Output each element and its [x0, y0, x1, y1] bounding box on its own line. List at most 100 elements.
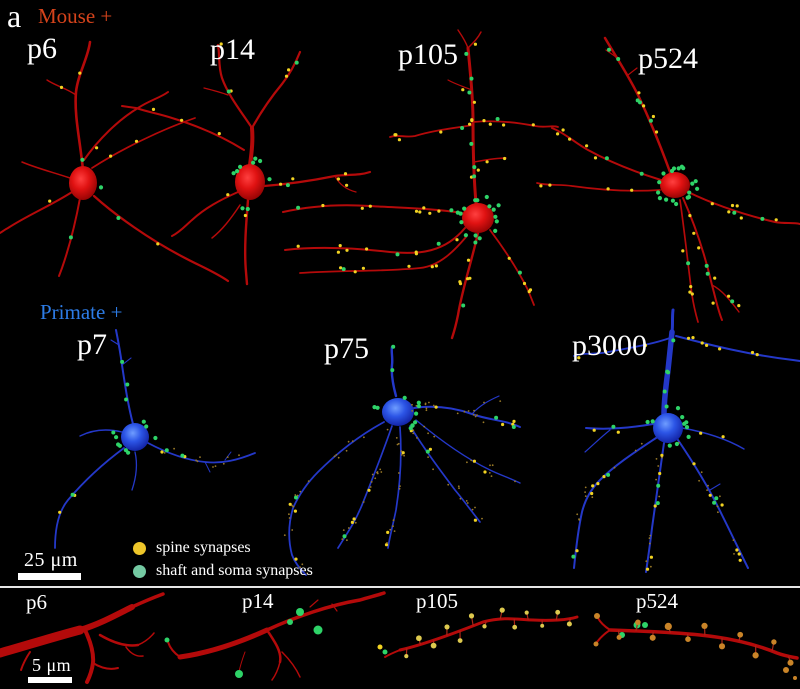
synapse-dot — [180, 118, 184, 122]
age-label-mouse-p105: p105 — [398, 38, 458, 71]
synapse-dot — [680, 415, 685, 420]
synapse-dot — [484, 194, 489, 200]
age-label-primate-p3000: p3000 — [572, 329, 647, 362]
synapse-dot — [392, 519, 395, 522]
synapse-dot — [398, 487, 401, 490]
synapse-dot — [469, 76, 474, 81]
synapse-dot — [676, 166, 681, 171]
synapse-dot — [343, 172, 348, 176]
synapse-dot — [721, 435, 725, 439]
synapse-dot — [456, 412, 459, 415]
synapse-dot — [473, 409, 475, 412]
synapse-dot — [116, 216, 121, 220]
synapse-dot — [423, 425, 426, 428]
synapse-dot — [660, 453, 664, 457]
synapse-dot — [414, 250, 418, 254]
synapse-dot — [720, 503, 724, 507]
synapse-dot — [458, 280, 462, 284]
synapse-dot — [345, 449, 348, 452]
synapse-dot — [342, 534, 347, 539]
synapse-dot — [404, 654, 409, 659]
synapse-dot — [466, 502, 469, 504]
synapse-dot — [540, 623, 545, 628]
synapse-dot — [126, 450, 131, 455]
synapse-dot — [591, 496, 594, 499]
synapse-dot — [462, 206, 467, 211]
synapse-dot — [719, 495, 721, 498]
synapse-dot — [645, 560, 648, 563]
synapse-dot — [430, 265, 434, 269]
synapse-dot — [712, 500, 717, 505]
synapse-dot — [664, 404, 669, 409]
synapse-dot — [787, 659, 794, 666]
synapse-dot — [691, 336, 695, 340]
synapse-dot — [512, 624, 518, 630]
dendrite-closeup-p105 — [384, 607, 579, 659]
synapse-dot — [639, 171, 644, 176]
synapse-dot — [342, 529, 345, 531]
synapse-dot — [466, 277, 470, 281]
synapse-dot — [430, 642, 437, 649]
synapse-dot — [476, 414, 478, 416]
synapse-dot — [649, 534, 652, 537]
synapse-dot — [416, 437, 418, 439]
synapse-dot — [463, 410, 466, 413]
synapse-dot — [408, 426, 413, 431]
synapse-dot — [396, 443, 399, 446]
synapse-dot — [365, 247, 369, 251]
synapse-dot — [345, 183, 349, 187]
synapse-dot — [418, 210, 422, 214]
synapse-dot — [245, 206, 250, 212]
panel-label: a — [7, 0, 22, 34]
synapse-dot — [640, 442, 643, 445]
synapse-dot — [459, 497, 462, 500]
neuron-primate-p3000 — [571, 308, 800, 573]
synapse-dot — [214, 465, 217, 467]
soma-primate-p7 — [121, 423, 149, 451]
synapse-dot — [180, 453, 185, 458]
synapse-dot — [686, 261, 691, 266]
synapse-dot — [571, 554, 576, 559]
synapse-dot — [483, 401, 485, 404]
synapse-dot — [360, 206, 364, 210]
synapse-dot — [48, 199, 52, 203]
synapse-dot — [690, 181, 695, 186]
synapse-dot — [471, 508, 474, 511]
synapse-dot — [577, 356, 581, 360]
synapse-dot — [212, 466, 214, 468]
synapse-dot — [750, 350, 755, 355]
synapse-dot — [336, 250, 340, 254]
synapse-dot — [296, 244, 300, 248]
synapse-dot — [389, 528, 392, 531]
synapse-dot — [645, 567, 650, 571]
synapse-dot — [511, 425, 516, 429]
synapse-dot — [151, 107, 156, 111]
synapse-dot — [717, 511, 719, 514]
synapse-dot — [338, 244, 342, 248]
synapse-dot — [258, 158, 263, 164]
synapse-dot — [292, 505, 295, 508]
synapse-dot — [643, 343, 648, 347]
synapse-dot — [670, 198, 676, 203]
synapse-dot — [219, 42, 223, 46]
scale-bar-5um — [28, 677, 72, 683]
synapse-dot — [669, 168, 675, 174]
synapse-dot — [495, 117, 500, 121]
synapse-dot — [473, 240, 478, 245]
synapse-dot — [397, 138, 401, 142]
synapse-dot — [436, 241, 441, 246]
synapse-dot — [400, 454, 403, 456]
synapse-dot — [432, 404, 435, 407]
soma-primate-p3000 — [653, 413, 683, 443]
synapse-dot — [164, 448, 169, 453]
synapse-dot — [294, 495, 298, 500]
synapse-dot — [524, 610, 529, 615]
synapse-dot — [370, 481, 373, 483]
synapse-dot — [455, 210, 460, 215]
synapse-dot — [153, 435, 158, 441]
synapse-dot — [299, 566, 301, 569]
synapse-dot — [555, 609, 561, 615]
synapse-dot — [503, 156, 507, 161]
synapse-dot — [336, 177, 340, 181]
neuron-mouse-p105 — [282, 29, 559, 340]
